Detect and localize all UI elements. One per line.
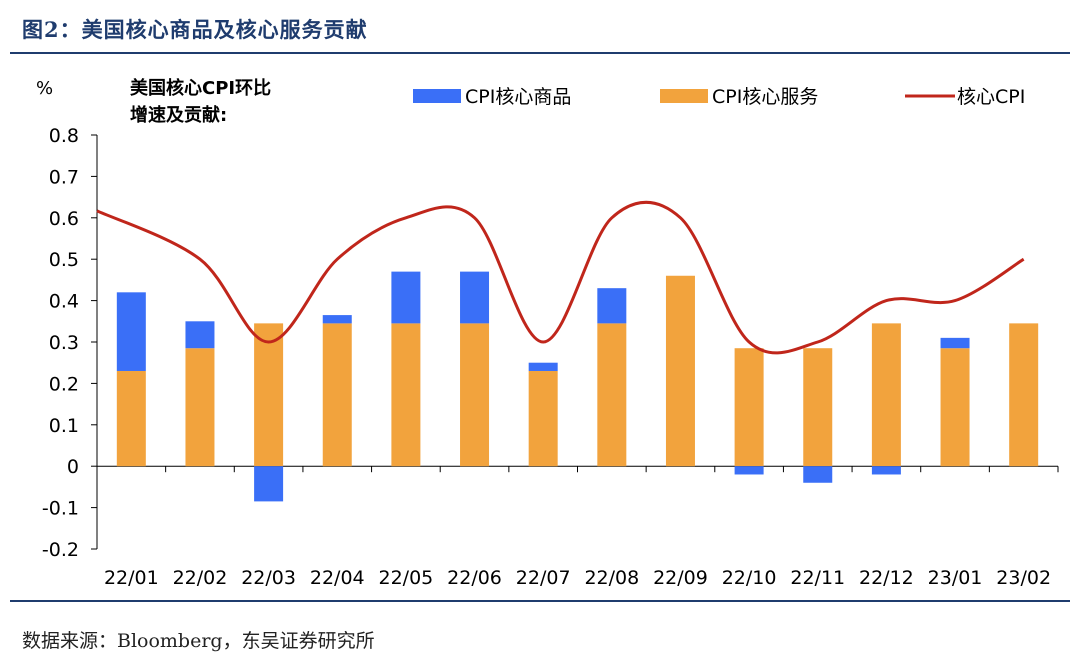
y-tick-label: 0.5: [49, 249, 79, 271]
chart-annotation: 增速及贡献:: [130, 104, 227, 126]
bar-services: [116, 370, 146, 467]
bar-services: [254, 323, 284, 467]
x-tick-label: 22/02: [173, 567, 228, 589]
x-tick-label: 22/09: [653, 567, 708, 589]
bar-goods: [391, 271, 421, 324]
bar-goods: [803, 466, 833, 483]
x-tick-label: 22/05: [379, 567, 434, 589]
bar-goods: [185, 321, 215, 349]
chart-annotation: 美国核心CPI环比: [130, 77, 271, 99]
legend-core-cpi-label: 核心CPI: [957, 86, 1025, 108]
bar-goods: [597, 288, 627, 324]
bar-services: [391, 323, 421, 467]
y-tick-label: 0.8: [49, 125, 79, 147]
x-tick-label: 22/03: [241, 567, 296, 589]
figure-title: 图2：美国核心商品及核心服务贡献: [22, 17, 368, 42]
bars-layer: [116, 271, 1039, 502]
y-tick-label: 0.1: [49, 415, 79, 437]
x-tick-label: 22/08: [584, 567, 639, 589]
bar-goods: [460, 271, 490, 324]
bar-services: [871, 323, 901, 467]
x-tick-label: 22/07: [516, 567, 571, 589]
y-tick-label: 0.7: [49, 166, 79, 188]
bar-services: [940, 348, 970, 467]
legend-goods-label: CPI核心商品: [465, 86, 571, 108]
bar-services: [734, 348, 764, 467]
bar-goods: [528, 362, 558, 371]
legend: CPI核心商品 CPI核心服务 核心CPI: [413, 86, 1025, 108]
x-tick-label: 22/12: [859, 567, 914, 589]
chart: -0.2 -0.1 0 0.1 0.2 0.3 0.4 0.5 0.6 0.7 0.8 22/01 22…: [36, 77, 1059, 589]
y-tick-label: 0: [67, 456, 79, 478]
bottom-rule: [10, 600, 1070, 602]
bar-services: [1009, 323, 1039, 467]
bar-services: [322, 323, 352, 467]
x-tick-label: 23/01: [928, 567, 983, 589]
y-tick-label: -0.1: [42, 498, 79, 520]
x-tick-label: 22/10: [722, 567, 777, 589]
bar-services: [185, 348, 215, 467]
bar-goods: [871, 466, 901, 475]
y-tick-label: -0.2: [42, 539, 79, 561]
x-tick-label: 22/06: [447, 567, 502, 589]
bar-services: [803, 348, 833, 467]
x-tick-label: 23/02: [996, 567, 1051, 589]
bar-services: [597, 323, 627, 467]
bar-goods: [734, 466, 764, 475]
legend-services-label: CPI核心服务: [712, 86, 818, 108]
bar-goods: [254, 466, 284, 502]
x-tick-label: 22/11: [790, 567, 845, 589]
y-tick-label: 0.4: [49, 291, 79, 313]
legend-goods-swatch: [413, 89, 461, 103]
bar-goods: [322, 315, 352, 324]
legend-services-swatch: [660, 89, 708, 103]
labels-layer: -0.2 -0.1 0 0.1 0.2 0.3 0.4 0.5 0.6 0.7 0.8 22/01 22…: [36, 77, 1051, 589]
line-layer: [96, 200, 1025, 355]
unit-label: %: [36, 78, 53, 99]
line-core-cpi: [96, 200, 1025, 355]
bar-services: [665, 275, 695, 467]
top-rule: [10, 52, 1070, 54]
x-tick-label: 22/04: [310, 567, 365, 589]
y-tick-label: 0.3: [49, 332, 79, 354]
bar-services: [528, 370, 558, 467]
source-note: 数据来源：Bloomberg，东吴证券研究所: [22, 630, 375, 652]
y-tick-label: 0.6: [49, 208, 79, 230]
bar-goods: [116, 292, 146, 371]
bar-goods: [940, 337, 970, 349]
y-tick-label: 0.2: [49, 373, 79, 395]
x-tick-label: 22/01: [104, 567, 159, 589]
bar-services: [460, 323, 490, 467]
axes-layer: [91, 134, 1059, 550]
